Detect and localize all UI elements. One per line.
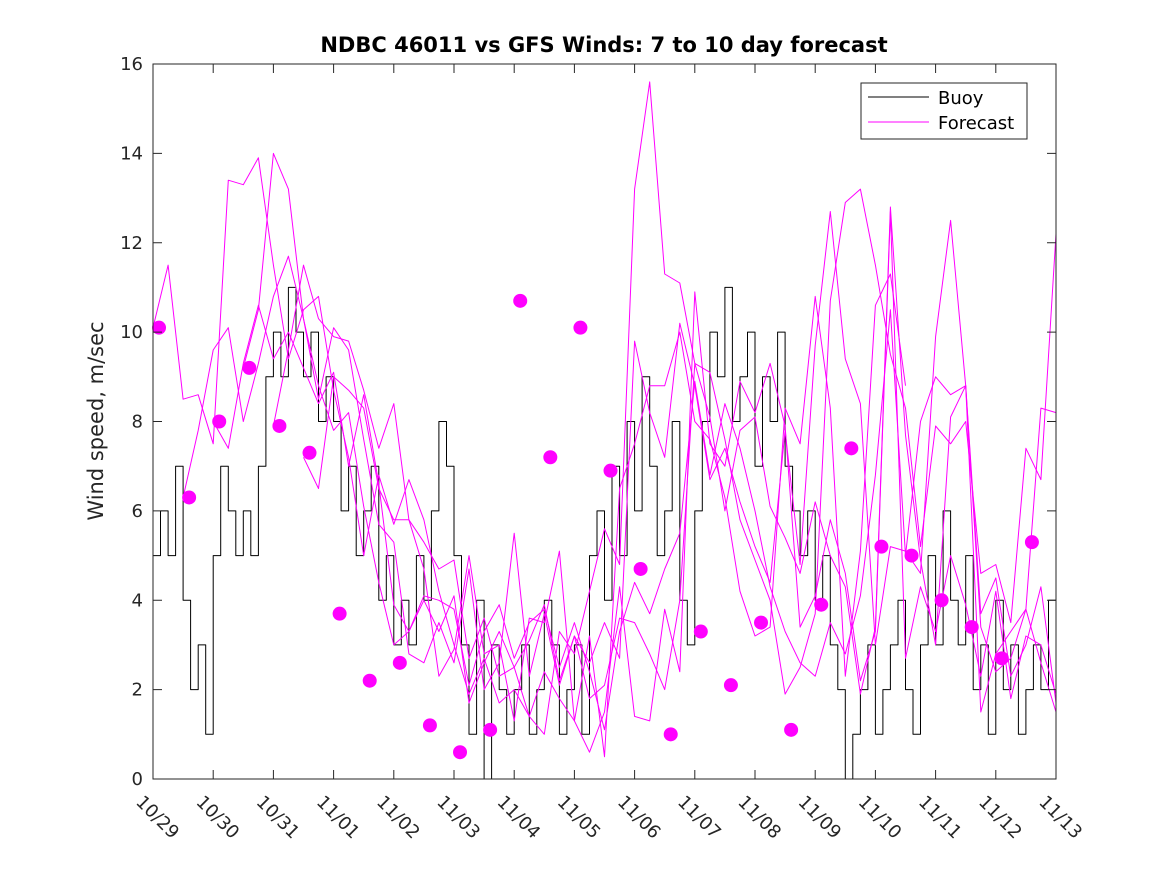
forecast-series-line-6 — [303, 273, 906, 758]
legend: Buoy Forecast — [860, 82, 1028, 140]
y-tick-label: 14 — [120, 143, 143, 164]
forecast-marker — [543, 450, 558, 465]
forecast-marker — [453, 745, 468, 760]
forecast-marker — [814, 597, 829, 612]
y-tick-label: 16 — [120, 54, 143, 75]
forecast-series-line-5 — [272, 81, 1057, 735]
forecast-marker — [513, 293, 528, 308]
forecast-marker — [874, 539, 889, 554]
forecast-series-line-3 — [212, 304, 1057, 731]
forecast-marker — [483, 722, 498, 737]
plot-area — [152, 63, 1057, 780]
forecast-marker — [272, 418, 287, 433]
forecast-marker — [212, 414, 227, 429]
y-tick-label: 12 — [120, 233, 143, 254]
forecast-marker — [1024, 535, 1039, 550]
forecast-marker — [422, 718, 437, 733]
chart-title: NDBC 46011 vs GFS Winds: 7 to 10 day for… — [320, 33, 887, 57]
forecast-marker — [784, 722, 799, 737]
y-tick-label: 10 — [120, 322, 143, 343]
buoy-series-line — [153, 286, 1057, 780]
forecast-marker — [633, 561, 648, 576]
y-tick-label: 0 — [132, 769, 143, 790]
forecast-marker — [392, 655, 407, 670]
forecast-marker — [332, 606, 347, 621]
series-layer — [152, 81, 1057, 780]
y-tick-label: 8 — [132, 412, 143, 433]
forecast-marker — [754, 615, 769, 630]
forecast-series-line-4 — [242, 152, 1057, 691]
forecast-marker — [603, 463, 618, 478]
forecast-marker — [934, 593, 949, 608]
forecast-marker — [964, 620, 979, 635]
y-axis: 0 2 4 6 8 10 12 14 16 — [120, 54, 1056, 790]
forecast-marker — [573, 320, 588, 335]
forecast-marker — [242, 360, 257, 375]
forecast-marker — [723, 678, 738, 693]
y-tick-label: 6 — [132, 501, 143, 522]
legend-buoy-label: Buoy — [938, 88, 984, 109]
forecast-marker — [994, 651, 1009, 666]
forecast-marker — [182, 490, 197, 505]
forecast-marker — [362, 673, 377, 688]
forecast-series-line-1 — [152, 157, 1057, 753]
y-axis-label: Wind speed, m/sec — [84, 321, 108, 520]
y-tick-label: 4 — [132, 590, 143, 611]
forecast-marker — [844, 441, 859, 456]
forecast-marker — [152, 320, 167, 335]
legend-forecast-label: Forecast — [938, 113, 1014, 134]
forecast-marker — [904, 548, 919, 563]
y-tick-label: 2 — [132, 680, 143, 701]
forecast-marker — [302, 445, 317, 460]
forecast-marker — [693, 624, 708, 639]
legend-box — [860, 82, 1028, 140]
forecast-marker — [663, 727, 678, 742]
